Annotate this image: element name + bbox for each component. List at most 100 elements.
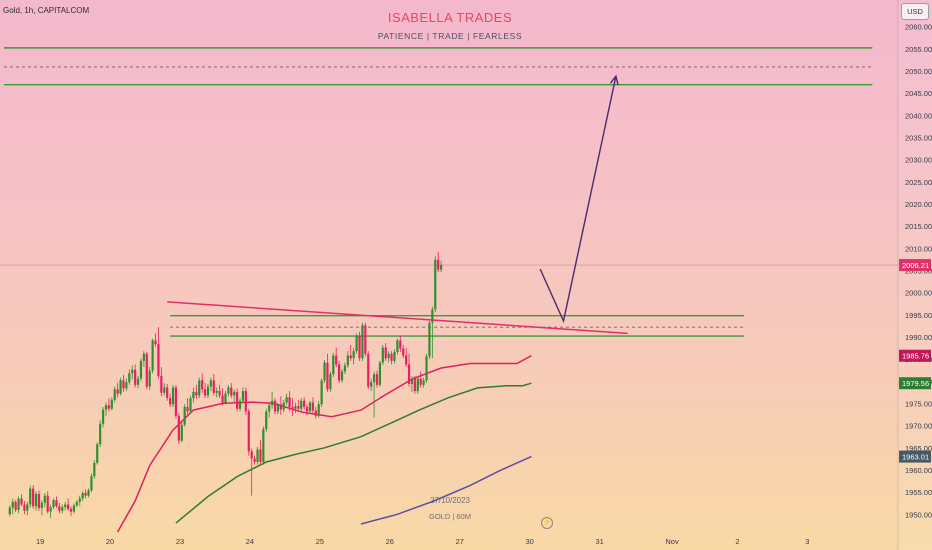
candle (11, 501, 14, 508)
candle (413, 378, 416, 392)
candle (323, 362, 326, 381)
candle (440, 265, 443, 270)
symbol-info-label[interactable]: Gold, 1h, CAPITALCOM (3, 6, 90, 15)
candle (90, 476, 93, 491)
price-badge-label: 2006.21 (902, 261, 929, 270)
watermark-subtitle: GOLD | 60M (429, 512, 471, 521)
candle (151, 340, 154, 371)
candle (87, 490, 90, 496)
candle (215, 391, 218, 393)
candle (227, 387, 230, 394)
candle (378, 362, 382, 385)
candle (384, 347, 387, 359)
candle (78, 498, 81, 502)
candle (262, 429, 265, 462)
time-tick-label: 19 (36, 537, 44, 546)
candle (61, 507, 64, 511)
candle (253, 458, 256, 462)
time-tick-label: 30 (526, 537, 534, 546)
candle (338, 364, 341, 381)
candle (349, 355, 352, 359)
candle (236, 391, 239, 409)
price-tick-label: 1965.00 (905, 444, 932, 453)
candle (186, 406, 189, 412)
candle (276, 404, 280, 412)
candle (177, 415, 180, 441)
candle (259, 449, 262, 462)
candle (157, 344, 160, 376)
candle (131, 369, 134, 374)
candle (270, 400, 274, 406)
price-tick-label: 2050.00 (905, 67, 932, 76)
candle (75, 501, 78, 506)
time-tick-label: 23 (176, 537, 184, 546)
candle (29, 488, 32, 505)
candle (81, 492, 84, 499)
price-badge-label: 1963.01 (902, 453, 929, 462)
time-axis[interactable]: 19 20 23 24 25 26 27 30 31 Nov 2 3 (36, 537, 809, 546)
candle (332, 355, 335, 375)
candle (291, 406, 294, 409)
candle (195, 391, 198, 396)
candle (431, 309, 434, 323)
drawings-layer[interactable] (167, 74, 628, 335)
candle (110, 399, 113, 409)
time-tick-label: 25 (316, 537, 324, 546)
candle (358, 336, 361, 359)
candle (381, 347, 384, 363)
candle (407, 364, 411, 384)
price-tick-label: 2055.00 (905, 45, 932, 54)
candle (265, 411, 268, 430)
candle (250, 451, 253, 459)
candle (311, 402, 314, 411)
candle (320, 380, 323, 405)
price-badge-label: 1979.56 (902, 379, 929, 388)
horizontal-levels-layer (0, 47, 898, 337)
candle (279, 404, 282, 410)
candle (52, 500, 55, 508)
price-tick-label: 1955.00 (905, 488, 932, 497)
price-tick-label: 2010.00 (905, 244, 932, 253)
candle (201, 380, 204, 390)
candle (437, 259, 440, 270)
lightning-icon[interactable]: ⚡ (541, 517, 553, 529)
candle (160, 375, 163, 393)
candle (297, 406, 300, 409)
candle (40, 502, 43, 509)
currency-selector[interactable]: USD (901, 3, 929, 20)
candle (122, 380, 125, 389)
candle (285, 397, 288, 403)
price-badge-bg (899, 259, 931, 272)
candle (335, 355, 338, 365)
price-tick-label: 1970.00 (905, 422, 932, 431)
candle (166, 387, 169, 399)
candle (101, 409, 105, 424)
candle (346, 355, 349, 366)
candle (387, 353, 390, 359)
price-axis[interactable]: 2060.00 2055.00 2050.00 2045.00 2040.00 2035.… (897, 0, 932, 550)
candles-layer (8, 251, 443, 518)
time-tick-label: Nov (665, 537, 679, 546)
candle (393, 352, 396, 361)
candle (209, 380, 212, 387)
candle (367, 353, 370, 387)
candle (434, 259, 437, 310)
price-tick-label: 2015.00 (905, 222, 932, 231)
candle (142, 353, 145, 361)
candle (49, 507, 52, 512)
candle (203, 389, 207, 396)
candle (125, 382, 128, 389)
candle (282, 402, 285, 410)
candle (396, 340, 399, 353)
candle (352, 351, 355, 359)
candle (375, 374, 379, 385)
candle (399, 340, 402, 349)
candle (46, 495, 49, 512)
price-badge-label: 1985.76 (902, 352, 929, 361)
price-badge-ma-slow: 1963.01 (899, 450, 931, 463)
time-tick-label: 20 (106, 537, 114, 546)
candle (20, 498, 23, 505)
candle (69, 508, 73, 512)
